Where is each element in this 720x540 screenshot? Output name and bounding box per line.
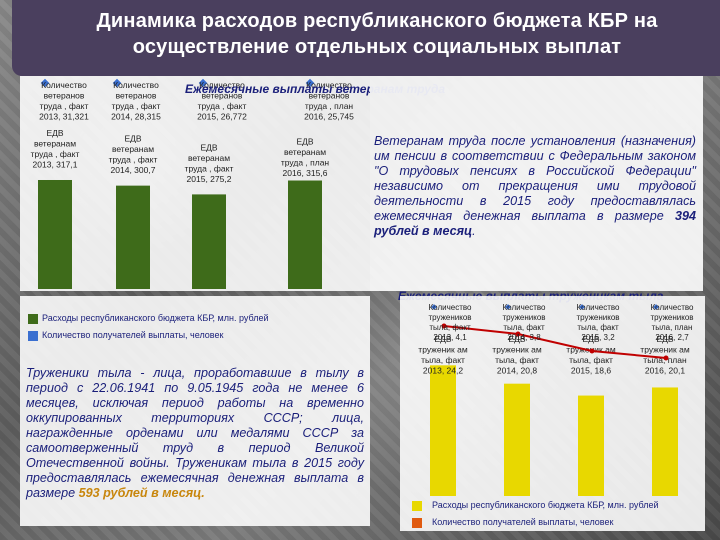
veterans-count-label: Количество ветеранов труда , факт 2014, 28,… xyxy=(111,80,161,122)
veterans-expense-bar xyxy=(38,179,72,289)
toilers-count-point xyxy=(589,348,595,354)
legend-expenses-swatch xyxy=(28,314,38,324)
veterans-paragraph-text: Ветеранам труда после установления (назн… xyxy=(374,134,696,223)
legend-expenses-label: Расходы республиканского бюджета КБР, мл… xyxy=(42,313,269,323)
veterans-text-panel: Ветеранам труда после установления (назн… xyxy=(370,76,703,291)
veterans-count-label: Количество ветеранов труда , факт 2015, 26,… xyxy=(197,80,247,122)
veterans-payment-amount: 394 рублей в месяц xyxy=(374,209,696,238)
toilers-payment-amount: 593 рублей в месяц. xyxy=(78,486,205,500)
toilers-legend-expenses-swatch xyxy=(412,501,422,511)
legend-recipients-label: Количество получателей выплаты, человек xyxy=(42,330,224,340)
veterans-expense-label: ЕДВ ветеранам труда , факт 2013, 317,1 xyxy=(31,128,80,170)
toilers-chart: ЕДВ труженик ам тыла, факт 2013, 24,2 ЕДВ тру… xyxy=(418,303,694,496)
veterans-count-label: Количество ветеранов труда , факт 2013, 31,… xyxy=(39,80,89,122)
veterans-expense-bar xyxy=(192,194,226,289)
title-bar: Динамика расходов республиканского бюдже… xyxy=(12,0,720,76)
toilers-expense-bar xyxy=(578,395,604,496)
toilers-expense-bar xyxy=(430,365,456,496)
veterans-expense-label: ЕДВ ветеранам труда , факт 2015, 275,2 xyxy=(185,142,234,184)
toilers-legend-recipients-swatch xyxy=(412,518,422,528)
toilers-count-marker xyxy=(579,304,585,310)
toilers-text-panel: Расходы республиканского бюджета КБР, мл… xyxy=(20,296,370,526)
toilers-count-line xyxy=(443,325,667,359)
veterans-count-label: Количество ветеранов труда , план 2016, 25,… xyxy=(304,80,354,122)
veterans-count-marker xyxy=(305,78,315,88)
toilers-paragraph-text: Труженики тыла - лица, проработавшие в т… xyxy=(26,366,364,500)
toilers-count-label: Количество тружеников тыла, факт 2014, 3,8 xyxy=(502,303,546,342)
veterans-expense-bar xyxy=(116,185,150,289)
toilers-expense-bar xyxy=(504,383,530,496)
toilers-expense-label: ЕДВ труженик ам тыла, факт 2014, 20,8 xyxy=(492,334,542,376)
toilers-count-point xyxy=(441,323,447,329)
veterans-paragraph: Ветеранам труда после установления (назн… xyxy=(374,134,696,239)
toilers-count-label: Количество тружеников тыла, факт 2015, 3,2 xyxy=(576,303,620,342)
veterans-chart-panel: ЕДВ ветеранам труда , факт 2013, 317,1 ЕДВ ве… xyxy=(20,76,370,291)
toilers-count-point xyxy=(663,355,669,361)
legend-recipients-swatch xyxy=(28,331,38,341)
toilers-expense-label: ЕДВ труженик ам тыла, факт 2013, 24,2 xyxy=(418,334,468,376)
veterans-chart: ЕДВ ветеранам труда , факт 2013, 317,1 ЕДВ ве… xyxy=(31,78,354,289)
toilers-paragraph: Труженики тыла - лица, проработавшие в т… xyxy=(26,366,364,501)
toilers-chart-panel: ЕДВ труженик ам тыла, факт 2013, 24,2 ЕДВ тру… xyxy=(400,296,705,531)
veterans-expense-label: ЕДВ ветеранам труда , план 2016, 315,6 xyxy=(281,137,330,179)
toilers-count-marker xyxy=(653,304,659,310)
toilers-legend-expenses-label: Расходы республиканского бюджета КБР, мл… xyxy=(432,500,659,510)
veterans-paragraph-end: . xyxy=(472,224,476,238)
toilers-expense-bar xyxy=(652,387,678,496)
page-title: Динамика расходов республиканского бюдже… xyxy=(96,10,658,58)
toilers-count-label: Количество тружеников тыла, план 2016, 2,7 xyxy=(650,303,694,342)
toilers-count-point xyxy=(515,331,521,337)
veterans-expense-bar xyxy=(288,180,322,289)
toilers-count-label: Количество тружеников тыла, факт 2013, 4,1 xyxy=(428,303,472,342)
veterans-expense-label: ЕДВ ветеранам труда , факт 2014, 300,7 xyxy=(109,134,158,176)
toilers-legend-recipients-label: Количество получателей выплаты, человек xyxy=(432,517,614,527)
